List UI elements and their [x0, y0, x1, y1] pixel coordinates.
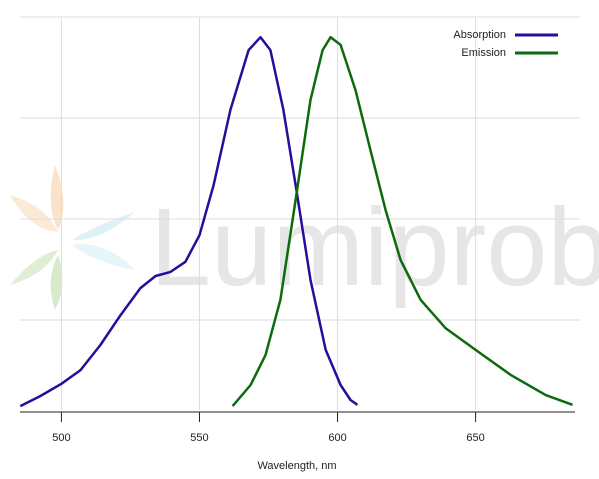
legend-label: Absorption	[453, 29, 506, 41]
plot-area: 500 550 600 650 Absorption Emission	[19, 16, 580, 444]
series-line	[231, 35, 573, 407]
logo-mark	[10, 165, 135, 310]
x-tick-label: 500	[52, 432, 70, 444]
legend-label: Emission	[461, 47, 506, 59]
x-axis-title: Wavelength, nm	[257, 460, 336, 472]
x-tick-label: 550	[190, 432, 208, 444]
x-tick-label: 600	[328, 432, 346, 444]
x-tick-label: 650	[466, 432, 484, 444]
series-line	[19, 35, 359, 408]
watermark: Lumiprobe	[150, 186, 599, 309]
